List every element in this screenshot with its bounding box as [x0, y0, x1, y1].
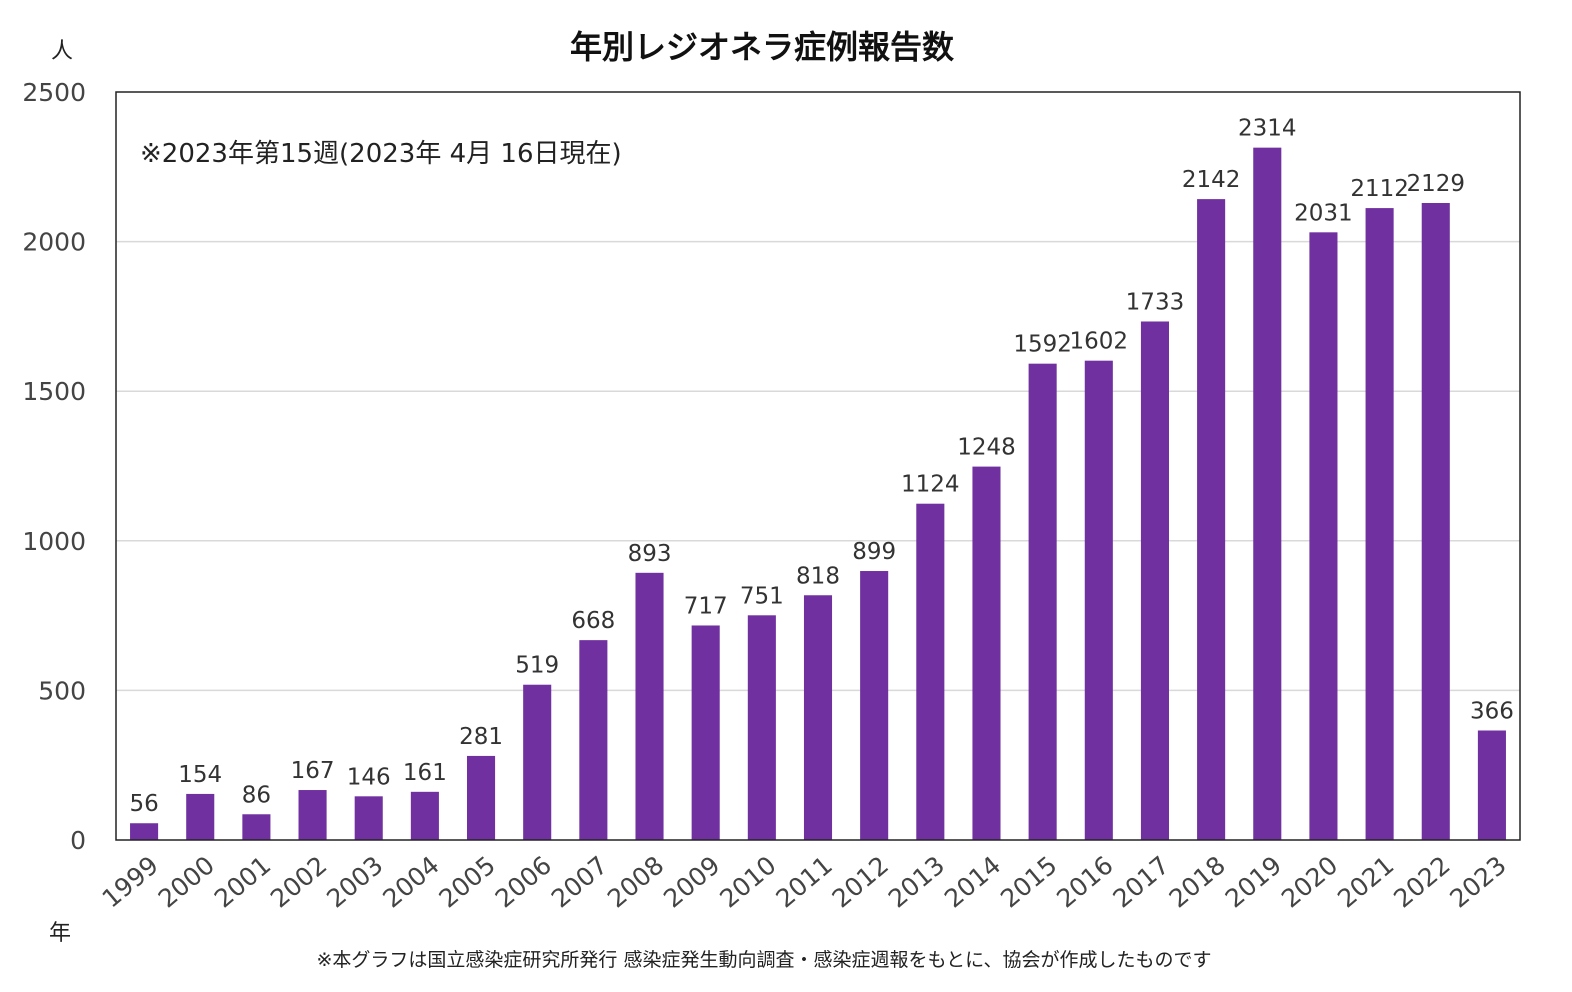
data-label-2015: 1592	[1013, 332, 1072, 358]
data-label-2000: 154	[178, 762, 222, 788]
x-tick-label-2003: 2003	[321, 850, 388, 913]
y-tick-label-0: 0	[70, 826, 86, 855]
y-tick-label-2500: 2500	[22, 78, 86, 107]
bar-2017	[1140, 321, 1169, 840]
chart-footnote: ※本グラフは国立感染症研究所発行 感染症発生動向調査・感染症週報をもとに、協会が…	[316, 949, 1211, 971]
x-tick-label-2008: 2008	[602, 850, 669, 913]
data-label-2002: 167	[291, 758, 335, 784]
bar-2004	[410, 791, 439, 840]
data-label-2007: 668	[571, 608, 615, 634]
data-label-2020: 2031	[1294, 200, 1353, 226]
x-tick-label-2002: 2002	[265, 850, 332, 913]
bar-2023	[1477, 730, 1506, 840]
data-label-2014: 1248	[957, 435, 1016, 461]
data-label-2021: 2112	[1350, 176, 1409, 202]
bar-1999	[130, 823, 159, 840]
x-tick-label-2004: 2004	[377, 850, 444, 913]
data-label-2011: 818	[796, 563, 840, 589]
data-label-2009: 717	[684, 593, 728, 619]
x-tick-label-2007: 2007	[546, 850, 613, 913]
plot-area-border	[115, 91, 1521, 841]
y-tick-label-1000: 1000	[22, 527, 86, 556]
data-label-2023: 366	[1470, 698, 1514, 724]
data-label-2006: 519	[515, 653, 559, 679]
x-tick-label-2011: 2011	[770, 850, 837, 913]
x-tick-label-2009: 2009	[658, 850, 725, 913]
bar-2003	[354, 796, 383, 840]
data-label-2003: 146	[347, 764, 391, 790]
x-axis-ticks: 1999200020012002200320042005200620072008…	[97, 850, 1512, 913]
bar-2021	[1365, 208, 1394, 840]
x-tick-label-2016: 2016	[1051, 850, 1118, 913]
x-tick-label-2006: 2006	[490, 850, 557, 913]
data-label-2019: 2314	[1238, 116, 1297, 142]
x-tick-label-2019: 2019	[1220, 850, 1287, 913]
x-tick-label-2015: 2015	[995, 850, 1062, 913]
data-label-1999: 56	[129, 791, 158, 817]
bar-2016	[1084, 360, 1113, 840]
data-labels: 56 154 86 167 146 161 281 519 668 893 717 751 818 899…	[129, 116, 1513, 818]
x-tick-label-2013: 2013	[883, 850, 950, 913]
bar-2007	[579, 640, 608, 840]
x-tick-label-2010: 2010	[714, 850, 781, 913]
x-tick-label-2020: 2020	[1276, 850, 1343, 913]
y-tick-label-500: 500	[38, 676, 86, 705]
x-tick-label-2001: 2001	[209, 850, 276, 913]
x-tick-label-2023: 2023	[1444, 850, 1511, 913]
bars	[130, 147, 1506, 841]
x-tick-label-2014: 2014	[939, 850, 1006, 913]
x-tick-label-2005: 2005	[434, 850, 501, 913]
bar-2008	[635, 572, 664, 840]
x-tick-label-1999: 1999	[97, 850, 164, 913]
bar-2005	[467, 755, 496, 840]
bar-2001	[242, 814, 271, 840]
x-tick-label-2000: 2000	[153, 850, 220, 913]
bar-2009	[691, 625, 720, 840]
data-label-2010: 751	[740, 583, 784, 609]
data-label-2004: 161	[403, 760, 447, 786]
bar-2019	[1253, 147, 1282, 841]
bar-2018	[1197, 199, 1226, 841]
data-label-2018: 2142	[1182, 167, 1241, 193]
bar-2015	[1028, 363, 1057, 840]
bar-2022	[1421, 203, 1450, 841]
y-axis-ticks: 0 500 1000 1500 2000 2500	[22, 78, 86, 855]
x-tick-label-2021: 2021	[1332, 850, 1399, 913]
bar-2012	[860, 571, 889, 840]
data-label-2013: 1124	[901, 472, 960, 498]
bar-2002	[298, 790, 327, 840]
bar-2006	[523, 684, 552, 840]
x-tick-label-2017: 2017	[1107, 850, 1174, 913]
data-label-2005: 281	[459, 724, 503, 750]
x-tick-label-2012: 2012	[827, 850, 894, 913]
chart-title: 年別レジオネラ症例報告数	[570, 28, 955, 66]
y-axis-unit-label: 人	[51, 39, 73, 64]
data-label-2022: 2129	[1406, 171, 1465, 197]
bar-2014	[972, 466, 1001, 840]
data-label-2008: 893	[628, 541, 672, 567]
y-tick-label-2000: 2000	[22, 228, 86, 257]
bar-2020	[1309, 232, 1338, 840]
bar-2013	[916, 503, 945, 840]
bar-2000	[186, 793, 215, 840]
x-axis-unit-label: 年	[49, 921, 71, 946]
chart-annotation: ※2023年第15週(2023年 4月 16日現在)	[140, 139, 622, 169]
data-label-2012: 899	[852, 539, 896, 565]
y-tick-label-1500: 1500	[22, 377, 86, 406]
data-label-2017: 1733	[1126, 289, 1185, 315]
bar-2011	[803, 595, 833, 840]
x-tick-label-2018: 2018	[1164, 850, 1231, 913]
x-tick-label-2022: 2022	[1388, 850, 1455, 913]
data-label-2016: 1602	[1070, 329, 1129, 355]
data-label-2001: 86	[242, 782, 271, 808]
bar-2010	[747, 615, 776, 840]
